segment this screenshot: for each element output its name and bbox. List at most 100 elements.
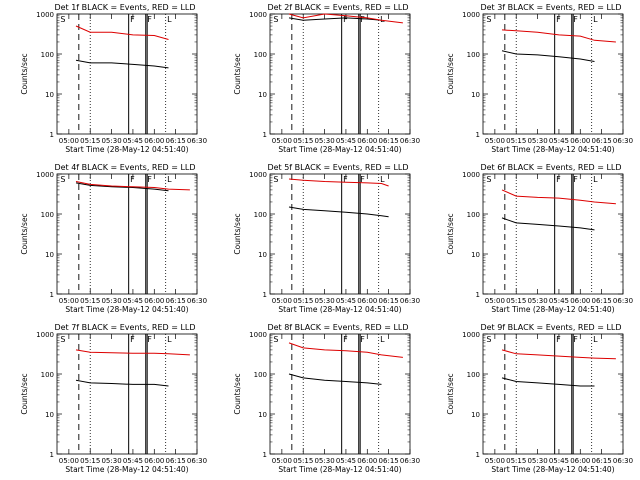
marker-letter: F bbox=[147, 15, 152, 24]
x-tick-label: 06:30 bbox=[187, 457, 207, 465]
marker-letter: S bbox=[486, 335, 491, 344]
chart-title: Det 3f BLACK = Events, RED = LLD bbox=[480, 3, 621, 12]
x-tick-label: 06:15 bbox=[592, 137, 612, 145]
marker-letter: L bbox=[167, 175, 172, 184]
y-tick-label: 10 bbox=[471, 411, 480, 419]
x-axis-label: Start Time (28-May-12 04:51:40) bbox=[278, 145, 401, 154]
x-tick-label: 06:30 bbox=[400, 297, 420, 305]
y-tick-label: 100 bbox=[467, 211, 480, 219]
chart-svg-9: Det 9f BLACK = Events, RED = LLD 1 10 100 10… bbox=[446, 323, 633, 474]
events-series-line bbox=[288, 373, 382, 385]
x-tick-label: 05:30 bbox=[527, 457, 547, 465]
events-series-line bbox=[501, 217, 595, 231]
detector-panel-5: Det 5f BLACK = Events, RED = LLD 1 10 100 10… bbox=[213, 160, 426, 320]
marker-letter: S bbox=[486, 15, 491, 24]
x-axis-label: Start Time (28-May-12 04:51:40) bbox=[278, 465, 401, 474]
y-tick-label: 1000 bbox=[462, 11, 480, 19]
chart-svg-1: Det 1f BLACK = Events, RED = LLD 1 10 100 10… bbox=[20, 3, 207, 154]
plot-frame bbox=[482, 173, 624, 295]
lld-series-line bbox=[501, 349, 616, 360]
chart-svg-5: Det 5f BLACK = Events, RED = LLD 1 10 100 10… bbox=[233, 163, 420, 314]
events-series-line bbox=[501, 50, 595, 62]
marker-letter: F bbox=[360, 335, 365, 344]
x-tick-label: 05:15 bbox=[80, 457, 100, 465]
x-tick-label: 06:15 bbox=[379, 137, 399, 145]
x-tick-label: 06:00 bbox=[570, 137, 590, 145]
y-tick-label: 100 bbox=[254, 51, 267, 59]
lld-series-line bbox=[75, 349, 190, 356]
marker-letter: L bbox=[593, 335, 598, 344]
x-tick-label: 06:30 bbox=[613, 137, 633, 145]
plot-frame bbox=[482, 13, 624, 135]
x-tick-label: 05:30 bbox=[314, 137, 334, 145]
detector-panel-8: Det 8f BLACK = Events, RED = LLD 1 10 100 10… bbox=[213, 320, 426, 480]
x-tick-label: 06:30 bbox=[187, 297, 207, 305]
x-tick-label: 05:30 bbox=[527, 137, 547, 145]
x-tick-label: 06:15 bbox=[379, 457, 399, 465]
plot-frame bbox=[56, 13, 198, 135]
x-tick-label: 05:15 bbox=[80, 137, 100, 145]
x-tick-label: 06:00 bbox=[357, 457, 377, 465]
x-tick-label: 05:00 bbox=[272, 457, 292, 465]
x-tick-label: 05:30 bbox=[314, 457, 334, 465]
y-tick-label: 1000 bbox=[36, 331, 54, 339]
x-tick-label: 05:15 bbox=[506, 297, 526, 305]
marker-letter: F bbox=[573, 15, 578, 24]
x-tick-label: 06:00 bbox=[570, 297, 590, 305]
x-tick-label: 05:15 bbox=[506, 137, 526, 145]
x-tick-label: 06:30 bbox=[613, 297, 633, 305]
x-axis-label: Start Time (28-May-12 04:51:40) bbox=[65, 465, 188, 474]
y-tick-label: 10 bbox=[45, 251, 54, 259]
x-tick-label: 05:45 bbox=[549, 457, 569, 465]
marker-letter: S bbox=[273, 175, 278, 184]
x-tick-label: 05:00 bbox=[485, 457, 505, 465]
y-tick-label: 100 bbox=[254, 371, 267, 379]
x-tick-label: 05:45 bbox=[123, 457, 143, 465]
plot-frame bbox=[269, 173, 411, 295]
marker-letter: F bbox=[130, 15, 135, 24]
chart-title: Det 4f BLACK = Events, RED = LLD bbox=[54, 163, 195, 172]
x-tick-label: 05:30 bbox=[101, 297, 121, 305]
y-tick-label: 1000 bbox=[462, 331, 480, 339]
x-tick-label: 05:15 bbox=[293, 297, 313, 305]
y-tick-label: 1 bbox=[476, 451, 480, 459]
chart-svg-4: Det 4f BLACK = Events, RED = LLD 1 10 100 10… bbox=[20, 163, 207, 314]
plot-frame bbox=[56, 333, 198, 455]
y-tick-label: 100 bbox=[467, 51, 480, 59]
marker-letter: F bbox=[573, 175, 578, 184]
y-axis-label: Counts/sec bbox=[446, 373, 455, 414]
x-tick-label: 06:15 bbox=[166, 457, 186, 465]
x-tick-label: 05:30 bbox=[101, 137, 121, 145]
y-tick-label: 1000 bbox=[249, 171, 267, 179]
marker-letter: F bbox=[130, 175, 135, 184]
x-tick-label: 06:15 bbox=[592, 457, 612, 465]
y-tick-label: 100 bbox=[41, 371, 54, 379]
x-tick-label: 06:15 bbox=[592, 297, 612, 305]
y-tick-label: 1000 bbox=[249, 331, 267, 339]
x-tick-label: 05:30 bbox=[314, 297, 334, 305]
lld-series-line bbox=[75, 181, 190, 191]
plot-frame bbox=[269, 333, 411, 455]
marker-letter: S bbox=[273, 335, 278, 344]
chart-title: Det 5f BLACK = Events, RED = LLD bbox=[267, 163, 408, 172]
x-tick-label: 05:45 bbox=[336, 297, 356, 305]
y-axis-label: Counts/sec bbox=[233, 373, 242, 414]
x-tick-label: 05:15 bbox=[293, 457, 313, 465]
events-series-line bbox=[288, 206, 389, 218]
x-tick-label: 06:00 bbox=[144, 137, 164, 145]
chart-title: Det 1f BLACK = Events, RED = LLD bbox=[54, 3, 195, 12]
x-tick-label: 05:15 bbox=[80, 297, 100, 305]
x-tick-label: 06:00 bbox=[144, 457, 164, 465]
x-tick-label: 05:00 bbox=[59, 137, 79, 145]
y-tick-label: 10 bbox=[45, 91, 54, 99]
y-tick-label: 1 bbox=[50, 291, 54, 299]
lld-series-line bbox=[501, 189, 616, 205]
y-tick-label: 1000 bbox=[462, 171, 480, 179]
marker-letter: L bbox=[167, 15, 172, 24]
lld-series-line bbox=[288, 178, 389, 187]
y-tick-label: 1000 bbox=[249, 11, 267, 19]
y-tick-label: 1 bbox=[263, 131, 267, 139]
y-tick-label: 1 bbox=[50, 451, 54, 459]
chart-svg-7: Det 7f BLACK = Events, RED = LLD 1 10 100 10… bbox=[20, 323, 207, 474]
